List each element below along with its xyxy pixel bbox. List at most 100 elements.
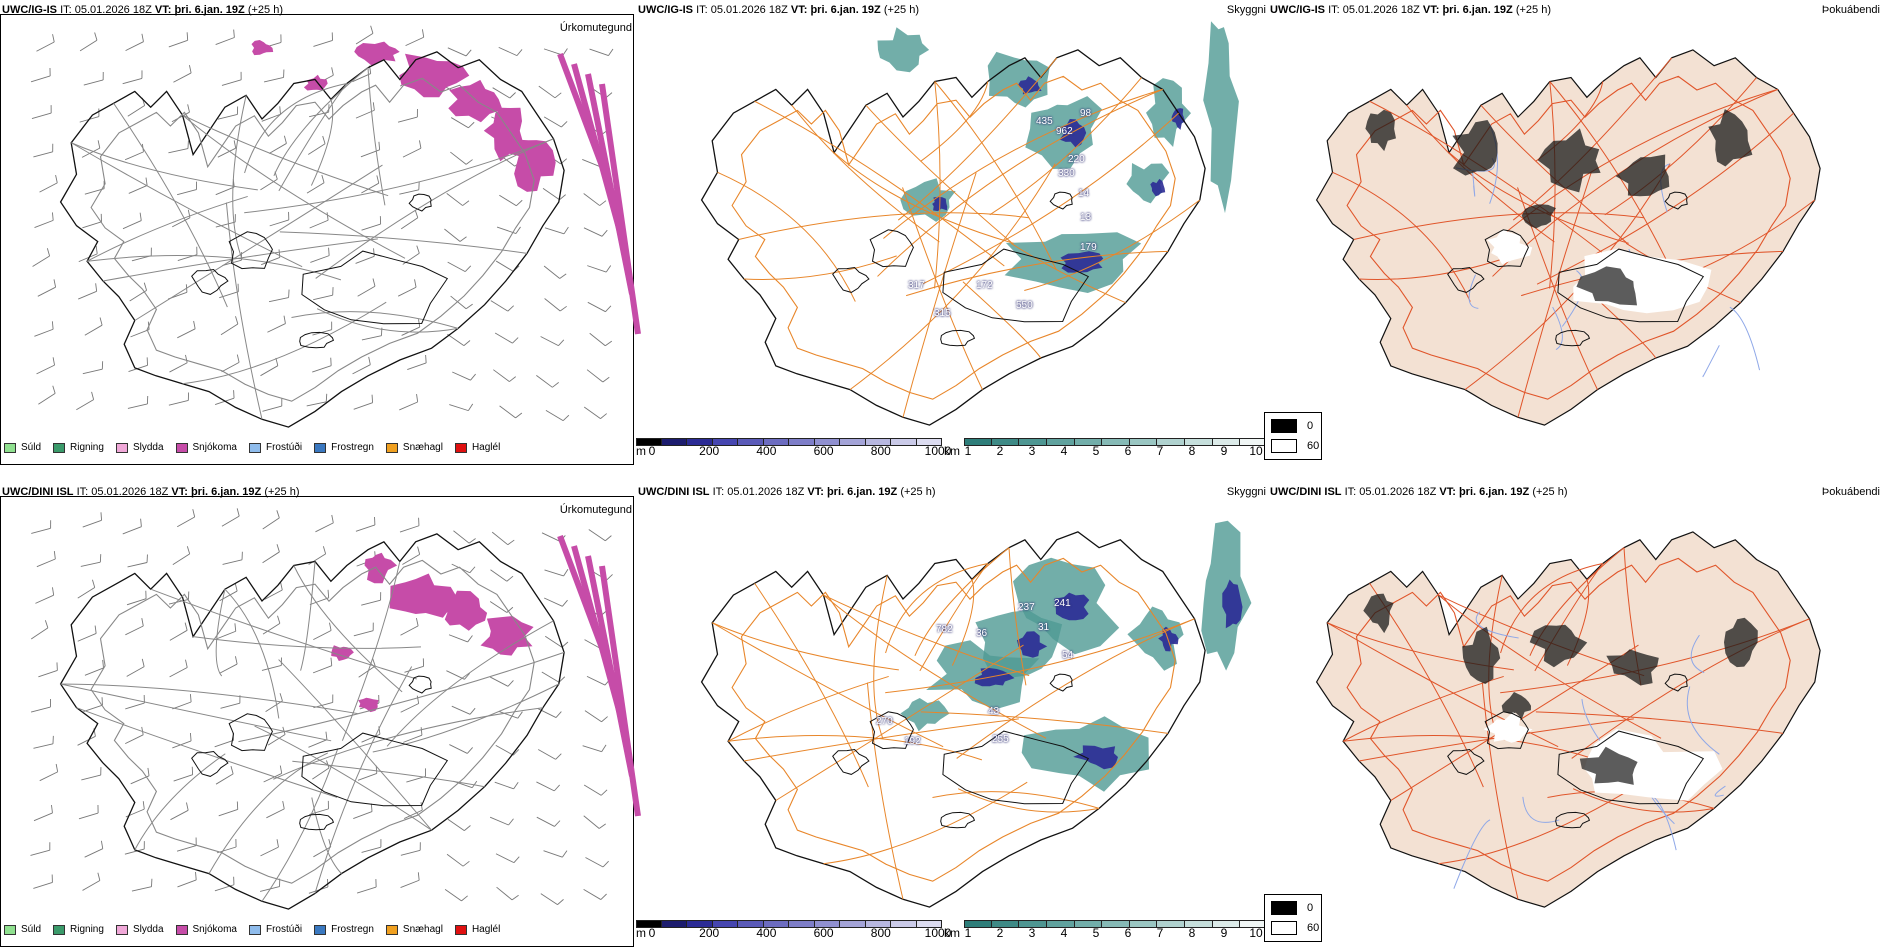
wind-barb-flag xyxy=(517,711,523,719)
wind-barb xyxy=(537,708,557,718)
it-label: IT: xyxy=(1344,486,1357,498)
wind-barb xyxy=(82,519,102,528)
fog-area xyxy=(1529,624,1588,668)
it-label: IT: xyxy=(696,4,708,16)
wind-barb xyxy=(447,818,465,831)
glacier-outline xyxy=(1447,748,1485,775)
glacier-outline xyxy=(1555,329,1591,347)
wind-barb xyxy=(36,364,55,375)
wind-barb xyxy=(78,812,99,820)
road xyxy=(315,138,554,279)
river xyxy=(1468,274,1479,309)
river xyxy=(1714,785,1726,797)
wind-barb xyxy=(402,147,422,158)
height-unit: m xyxy=(636,926,646,940)
glacier-outline xyxy=(940,811,976,829)
road xyxy=(711,622,944,748)
glacier-outline xyxy=(1664,191,1688,210)
snow-area xyxy=(448,79,503,123)
cloud-base-label: 36 xyxy=(976,628,988,639)
colorbar-segment xyxy=(1129,438,1158,446)
legend-label: Slydda xyxy=(132,442,164,453)
wind-barb xyxy=(313,846,331,858)
road xyxy=(1604,77,1757,216)
wind-barb xyxy=(31,527,51,534)
road xyxy=(989,77,1142,216)
wind-barb-flag xyxy=(186,32,189,41)
wind-barb-flag xyxy=(468,121,475,129)
panel-title: UWC/IG-IS IT: 05.01.2026 18Z VT: þri. 6.… xyxy=(2,4,283,16)
cloud-base-label: 330 xyxy=(1058,168,1075,179)
wind-barb xyxy=(128,185,148,194)
wind-barb xyxy=(176,516,195,528)
wind-barb xyxy=(215,221,236,228)
wind-barb xyxy=(268,143,287,154)
wind-barb xyxy=(30,849,50,856)
wind-barb xyxy=(84,667,104,676)
wind-barb xyxy=(36,558,56,568)
wind-barb-flag xyxy=(515,412,523,419)
legend-item: Haglél xyxy=(454,442,500,453)
wind-barb xyxy=(397,286,417,297)
wind-barb-flag xyxy=(418,140,422,149)
wind-barb xyxy=(309,808,329,815)
wind-barb xyxy=(220,702,240,709)
wind-barb-flag xyxy=(91,391,95,400)
colorbar-segment xyxy=(1212,438,1241,446)
cloud-base-label: 14 xyxy=(1078,188,1090,199)
river xyxy=(1686,686,1720,755)
wind-barb-flag xyxy=(327,589,330,598)
wind-barb-flag xyxy=(368,356,371,365)
panel-title: UWC/IG-IS IT: 05.01.2026 18Z VT: þri. 6.… xyxy=(638,4,919,16)
wind-barb-flag xyxy=(470,373,476,381)
legend-item: Snjókoma xyxy=(175,442,237,453)
wind-barb-flag xyxy=(559,305,567,312)
road xyxy=(934,81,1057,270)
snow-area xyxy=(354,41,400,66)
wind-barb-flag xyxy=(331,67,334,76)
wind-barb xyxy=(584,710,602,723)
wind-barb-flag xyxy=(330,657,333,666)
legend-item: Frostregn xyxy=(314,924,374,935)
wind-barb-flag xyxy=(561,641,569,648)
wind-barb xyxy=(536,816,555,827)
wind-barb-flag xyxy=(508,818,514,826)
cloud-base-label: 172 xyxy=(976,280,993,291)
wind-barb xyxy=(352,364,371,375)
wind-barb xyxy=(352,73,371,83)
wind-barb xyxy=(353,402,373,410)
legend-swatch xyxy=(248,442,261,453)
legend-label: Súld xyxy=(21,924,42,935)
road xyxy=(727,675,889,742)
wind-barb xyxy=(361,846,382,853)
wind-barb-flag xyxy=(563,568,569,577)
wind-barb xyxy=(310,255,330,263)
lead-time: (+25 h) xyxy=(247,4,283,16)
glacier-outline xyxy=(1049,673,1073,692)
fog-area xyxy=(1462,626,1501,684)
height-colorbar xyxy=(636,920,942,928)
road xyxy=(743,718,1019,762)
wind-barb-flag xyxy=(52,34,55,43)
wind-barb xyxy=(450,151,467,165)
road xyxy=(279,231,528,254)
wind-barb xyxy=(83,704,103,712)
wind-barb-flag xyxy=(555,753,562,760)
wind-barb xyxy=(446,853,464,867)
road xyxy=(905,250,1169,297)
wind-barb xyxy=(447,47,467,57)
river xyxy=(1702,345,1720,378)
wind-barb xyxy=(489,601,508,613)
wind-barb-flag xyxy=(509,92,516,99)
wind-barb-flag xyxy=(141,33,144,42)
wind-barb-flag xyxy=(140,518,142,527)
wind-barb-flag xyxy=(322,135,326,144)
wind-barb-flag xyxy=(605,535,612,542)
wind-barb-flag xyxy=(95,245,98,254)
wind-barb-flag xyxy=(142,801,145,810)
wind-barb xyxy=(216,630,236,640)
wind-barb-flag xyxy=(52,587,55,596)
road xyxy=(1517,172,1592,418)
wind-barb xyxy=(33,882,53,889)
legend-label: Snæhagl xyxy=(402,442,443,453)
